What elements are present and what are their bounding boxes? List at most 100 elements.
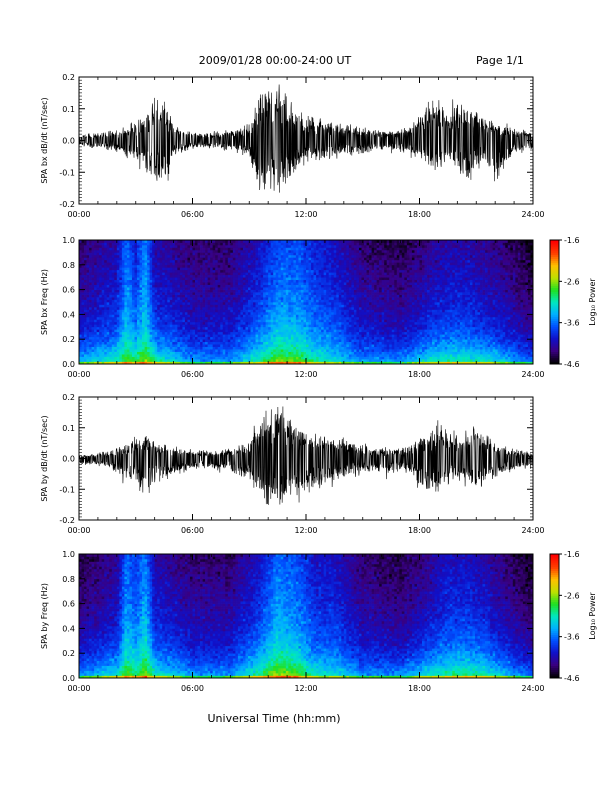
heatmap-cell <box>126 361 130 365</box>
heatmap-cell <box>295 302 299 305</box>
heatmap-cell <box>81 299 85 303</box>
heatmap-cell <box>308 252 312 256</box>
heatmap-cell <box>318 314 322 318</box>
heatmap-cell <box>283 316 287 320</box>
heatmap-cell <box>247 262 251 266</box>
heatmap-cell <box>205 299 208 303</box>
heatmap-cell <box>205 257 208 261</box>
heatmap-cell <box>227 292 231 295</box>
heatmap-cell <box>295 279 299 283</box>
heatmap-cell <box>164 292 168 295</box>
heatmap-cell <box>109 242 113 246</box>
heatmap-cell <box>245 274 249 278</box>
heatmap-cell <box>114 351 118 355</box>
heatmap-cell <box>109 272 113 276</box>
heatmap-cell <box>137 287 140 290</box>
heatmap-cell <box>253 284 256 288</box>
heatmap-cell <box>169 269 173 273</box>
heatmap-cell <box>222 240 226 243</box>
heatmap-cell <box>230 344 234 347</box>
heatmap-cell <box>232 351 236 355</box>
heatmap-cell <box>167 249 171 253</box>
heatmap-cell <box>121 259 125 263</box>
heatmap-cell <box>303 247 307 251</box>
heatmap-cell <box>321 356 324 360</box>
heatmap-cell <box>116 294 120 298</box>
heatmap-cell <box>81 262 85 266</box>
heatmap-cell <box>293 242 297 246</box>
heatmap-cell <box>253 252 256 256</box>
heatmap-cell <box>242 259 246 263</box>
heatmap-cell <box>182 272 186 276</box>
heatmap-cell <box>169 351 173 355</box>
heatmap-cell <box>212 326 216 330</box>
heatmap-cell <box>187 351 191 355</box>
heatmap-cell <box>217 341 221 345</box>
heatmap-cell <box>220 294 224 298</box>
heatmap-cell <box>298 284 302 288</box>
x-tick-label: 00:00 <box>67 210 90 219</box>
heatmap-cell <box>187 252 191 256</box>
heatmap-cell <box>295 257 299 261</box>
heatmap-cell <box>232 274 236 278</box>
heatmap-cell <box>311 289 314 293</box>
heatmap-cell <box>298 254 302 258</box>
heatmap-cell <box>245 306 249 310</box>
heatmap-cell <box>210 356 214 360</box>
heatmap-cell <box>174 356 178 360</box>
heatmap-cell <box>207 324 211 328</box>
heatmap-cell <box>215 267 219 271</box>
heatmap-cell <box>280 339 284 343</box>
heatmap-cell <box>311 344 314 347</box>
heatmap-cell <box>300 267 304 271</box>
heatmap-cell <box>187 284 191 288</box>
heatmap-cell <box>84 274 87 278</box>
heatmap-cell <box>215 292 219 295</box>
heatmap-cell <box>318 247 322 251</box>
heatmap-cell <box>162 314 166 318</box>
heatmap-cell <box>210 282 214 285</box>
heatmap-cell <box>104 321 108 325</box>
heatmap-cell <box>308 346 312 350</box>
heatmap-cell <box>99 292 103 295</box>
heatmap-cell <box>295 319 299 323</box>
heatmap-cell <box>114 309 118 313</box>
heatmap-cell <box>232 267 236 271</box>
heatmap-cell <box>283 319 287 323</box>
heatmap-cell <box>179 341 183 345</box>
heatmap-cell <box>220 249 224 253</box>
heatmap-cell <box>167 287 171 290</box>
heatmap-cell <box>217 249 221 253</box>
heatmap-cell <box>154 346 158 350</box>
heatmap-cell <box>278 299 282 303</box>
heatmap-cell <box>205 287 208 290</box>
heatmap-cell <box>245 361 249 365</box>
heatmap-cell <box>142 289 145 293</box>
heatmap-cell <box>197 259 201 263</box>
heatmap-cell <box>96 354 100 357</box>
heatmap-cell <box>265 329 269 333</box>
heatmap-cell <box>131 329 135 333</box>
heatmap-cell <box>104 282 108 285</box>
heatmap-cell <box>101 249 105 253</box>
heatmap-cell <box>225 289 229 293</box>
heatmap-cell <box>104 302 108 305</box>
heatmap-cell <box>139 257 143 261</box>
heatmap-cell <box>109 339 113 343</box>
heatmap-cell <box>278 254 282 258</box>
heatmap-cell <box>154 329 158 333</box>
heatmap-cell <box>111 316 115 320</box>
heatmap-cell <box>86 306 90 310</box>
heatmap-cell <box>182 289 186 293</box>
heatmap-cell <box>255 252 259 256</box>
heatmap-cell <box>212 344 216 347</box>
heatmap-cell <box>212 356 216 360</box>
heatmap-cell <box>230 304 234 308</box>
heatmap-cell <box>235 309 239 313</box>
heatmap-cell <box>169 259 173 263</box>
heatmap-cell <box>215 326 219 330</box>
heatmap-cell <box>164 287 168 290</box>
heatmap-cell <box>255 314 259 318</box>
heatmap-cell <box>81 331 85 335</box>
heatmap-cell <box>316 267 319 271</box>
